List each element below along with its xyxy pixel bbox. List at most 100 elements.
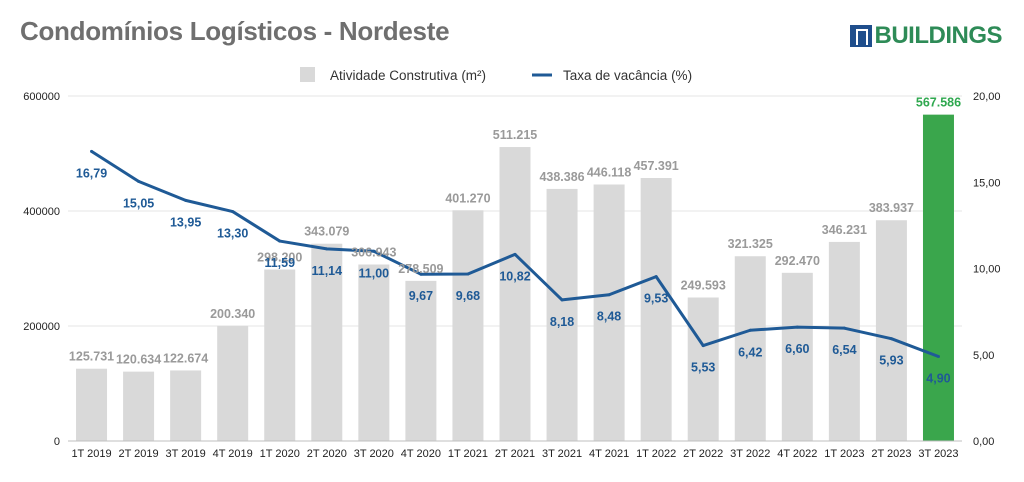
line-point [654,275,658,279]
x-tick-label: 4T 2020 [401,448,441,460]
bar [734,256,766,441]
axes: 0 200000 400000 600000 0,00 5,00 10,00 15,00 20,… [23,91,1000,460]
x-tick-label: 1T 2021 [448,448,488,460]
x-tick-label: 1T 2023 [824,448,864,460]
x-tick-label: 2T 2020 [307,448,347,460]
bar-value-label: 343.079 [304,225,349,239]
line-value-label: 9,67 [409,289,433,303]
line-point [372,249,376,253]
x-tick-label: 1T 2019 [71,448,111,460]
bar [546,188,578,441]
line-point [231,210,235,214]
data-labels: 125.731 120.634 122.674 200.340 298.200343.0… [69,96,961,386]
line-point [560,298,564,302]
line-value-label: 13,95 [170,215,201,229]
line-point [607,293,611,297]
y-right-tick-label: 15,00 [973,177,1001,189]
line-value-label: 6,54 [832,343,856,357]
x-tick-label: 3T 2021 [542,448,582,460]
x-tick-label: 3T 2019 [166,448,206,460]
line-value-label: 16,79 [76,166,107,180]
y-left-tick-label: 200000 [23,321,60,333]
line-value-label: 9,53 [644,292,668,306]
line-point [90,149,94,153]
bar [922,114,954,441]
brand-logo: BUILDINGS [849,22,1003,50]
x-tick-label: 1T 2022 [636,448,676,460]
line-value-label: 5,53 [691,361,715,375]
bar-value-label: 120.634 [116,353,161,367]
line-point [795,325,799,329]
bar-value-label: 298.200 [257,251,302,265]
bar [593,184,625,441]
y-left-tick-label: 0 [54,436,60,448]
bar-value-label: 292.470 [775,254,820,268]
line-value-label: 4,90 [926,371,950,385]
line-value-label: 6,42 [738,345,762,359]
logo-text: BUILDINGS [874,22,1003,49]
bar [217,325,249,441]
x-tick-label: 2T 2023 [871,448,911,460]
chart-title: Condomínios Logísticos - Nordeste [20,16,450,46]
bar-value-label: 567.586 [916,96,961,110]
line-value-label: 11,14 [311,264,342,278]
bar-value-label: 401.270 [445,191,490,205]
bar-value-label: 321.325 [728,237,773,251]
bar-value-label: 438.386 [539,170,584,184]
line-point [701,344,705,348]
x-tick-label: 3T 2020 [354,448,394,460]
y-right-tick-label: 0,00 [973,436,994,448]
bar-value-label: 278.509 [398,262,443,276]
bar [640,178,672,441]
bar-value-label: 383.937 [869,201,914,215]
bar-value-label: 125.731 [69,350,114,364]
bar-value-label: 446.118 [587,165,632,179]
x-tick-label: 4T 2021 [589,448,629,460]
legend: Atividade Construtiva (m²) Taxa de vacân… [300,67,692,83]
bar-value-label: 511.215 [493,128,538,142]
line-point [184,198,188,202]
line-point [419,272,423,276]
x-tick-label: 3T 2022 [730,448,770,460]
line-value-label: 5,93 [879,354,903,368]
legend-swatch-bars [300,67,315,82]
line-value-label: 8,48 [597,310,621,324]
y-right-tick-label: 5,00 [973,350,994,362]
x-tick-label: 2T 2019 [118,448,158,460]
line-value-label: 13,30 [217,227,248,241]
line-point [137,179,141,183]
bar [781,272,813,441]
bar [76,368,108,441]
legend-label-line: Taxa de vacância (%) [563,68,692,83]
x-tick-label: 2T 2022 [683,448,723,460]
bar [452,210,484,441]
bar [311,243,343,441]
bar [828,241,860,441]
bar [875,220,907,441]
line-point [466,272,470,276]
bar [264,269,296,441]
legend-label-bars: Atividade Construtiva (m²) [330,68,486,83]
x-tick-label: 3T 2023 [918,448,958,460]
y-left-tick-label: 400000 [23,206,60,218]
x-tick-label: 4T 2022 [777,448,817,460]
bar [499,147,531,441]
bar-value-label: 249.593 [681,278,726,292]
x-tick-label: 4T 2019 [213,448,253,460]
y-right-tick-label: 10,00 [973,264,1001,276]
line-value-label: 11,00 [359,266,390,280]
line-value-label: 8,18 [550,315,574,329]
line-point [278,239,282,243]
x-tick-label: 1T 2020 [260,448,300,460]
line-series [90,149,940,358]
line-value-label: 10,82 [499,269,530,283]
bar-value-label: 457.391 [634,159,679,173]
bar-value-label: 306.943 [351,246,396,260]
bar-value-label: 200.340 [210,307,255,321]
bar-series [76,114,954,441]
line-value-label: 6,60 [785,342,809,356]
bar [123,371,155,441]
line-point [842,326,846,330]
line-point [513,252,517,256]
